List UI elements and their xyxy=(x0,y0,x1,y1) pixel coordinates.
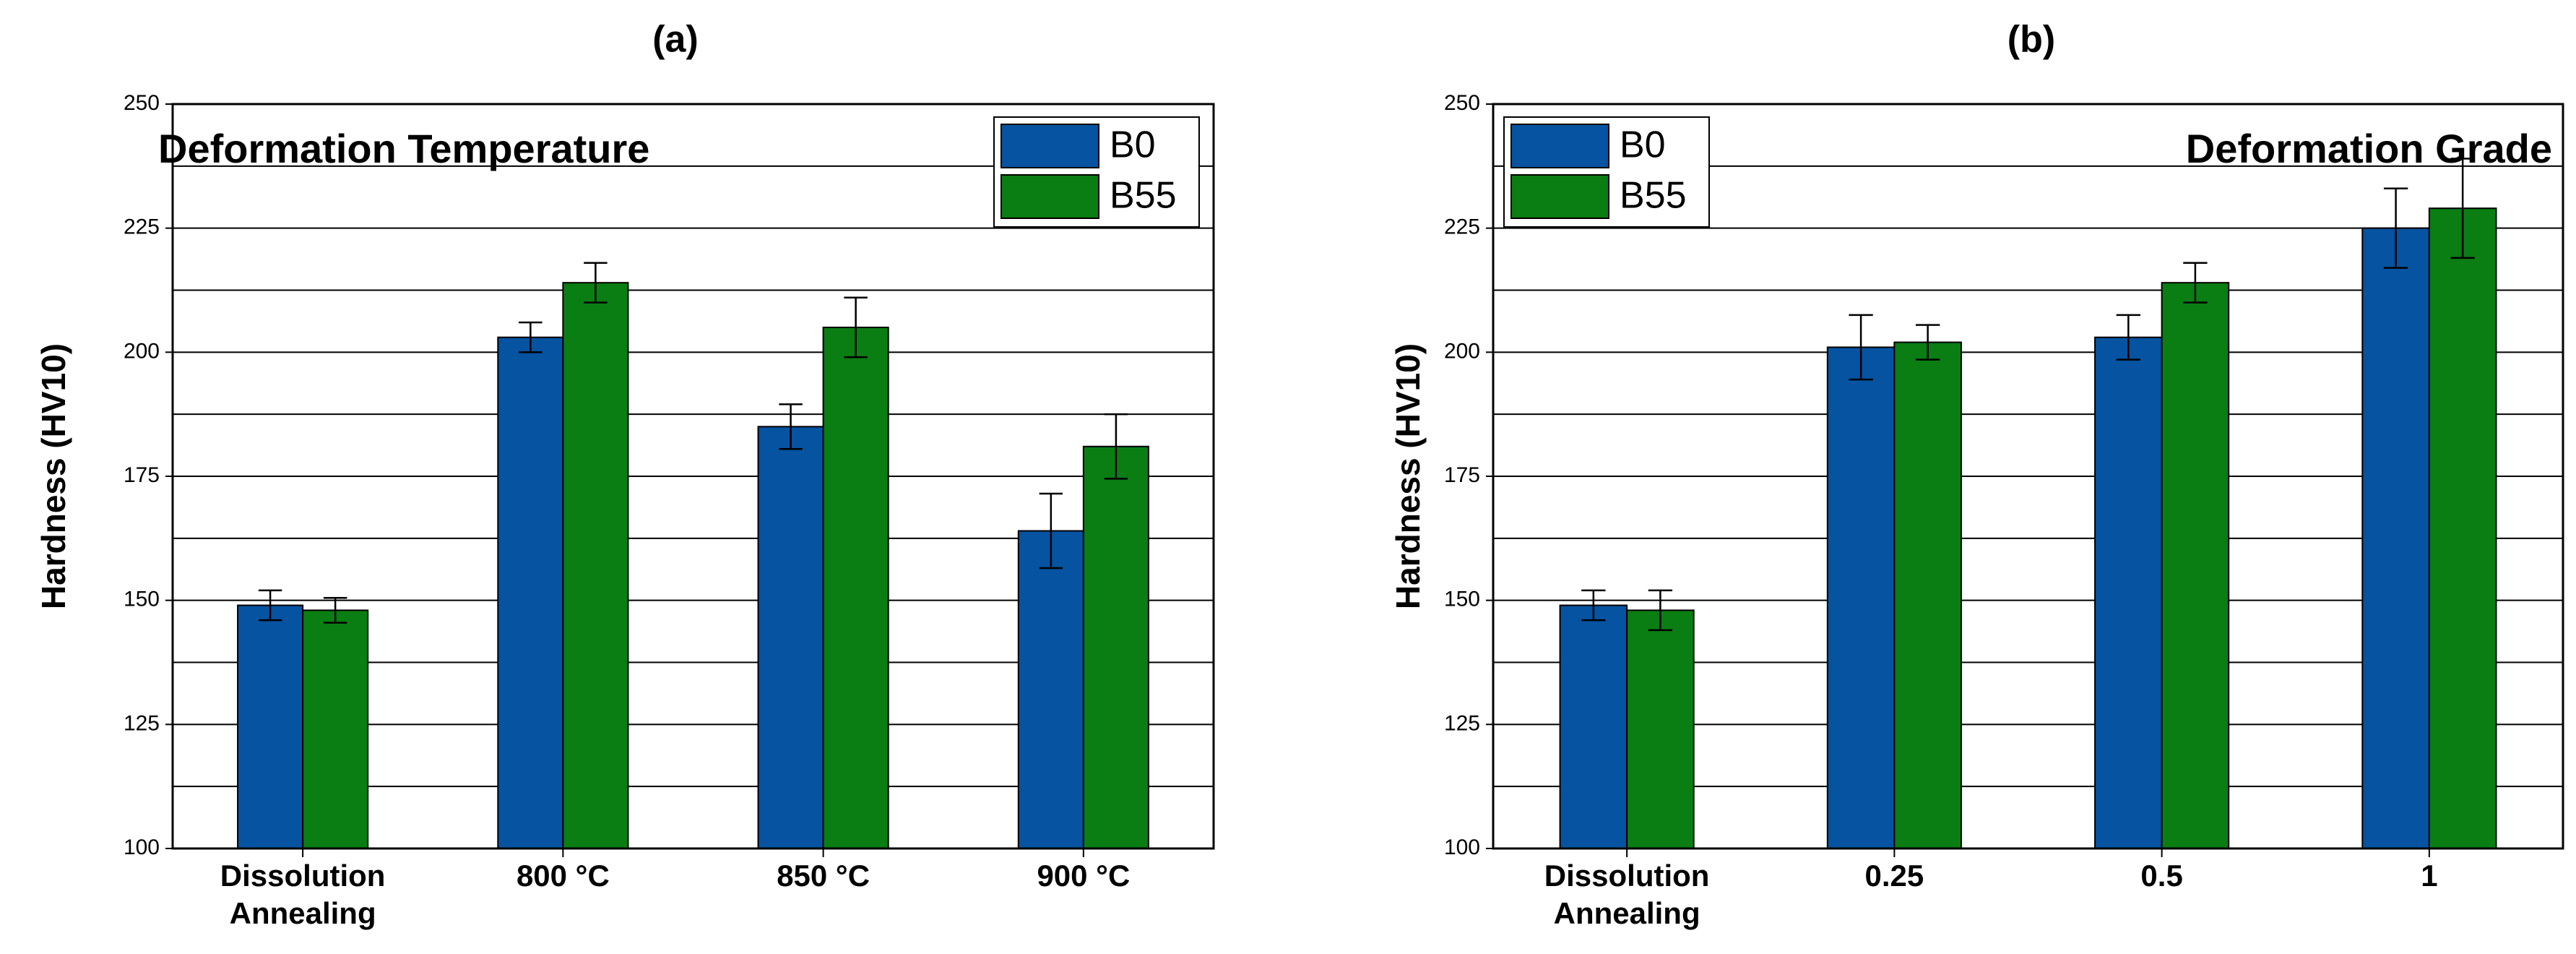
x-tick-label: 1 xyxy=(2421,859,2437,893)
x-tick-label: Dissolution Annealing xyxy=(220,859,386,930)
bar xyxy=(1017,530,1084,849)
y-tick-label: 250 xyxy=(124,91,160,115)
plot-frame xyxy=(171,103,1215,850)
y-tick-label: 225 xyxy=(124,215,160,239)
legend-swatch xyxy=(1000,174,1099,219)
legend-label: B0 xyxy=(1110,124,1156,166)
y-tick-label: 200 xyxy=(124,339,160,363)
chart-title: Deformation Grade xyxy=(2186,126,2552,171)
legend-swatch xyxy=(1510,174,1609,219)
bar xyxy=(302,609,369,850)
legend-label: B55 xyxy=(1110,175,1177,217)
y-tick-label: 100 xyxy=(1444,835,1480,859)
x-tick-label: Dissolution Annealing xyxy=(1544,859,1710,930)
x-tick-label-line: 800 °C xyxy=(517,859,610,893)
bar xyxy=(1826,346,1896,849)
x-tick-label: 0.25 xyxy=(1865,859,1924,893)
y-tick-label: 175 xyxy=(124,463,160,487)
x-tick-label: 800 °C xyxy=(517,859,610,893)
y-tick-label: 200 xyxy=(1444,339,1480,363)
bar xyxy=(2428,207,2497,849)
x-tick-label-line: Dissolution xyxy=(1544,859,1710,893)
y-tick-label: 250 xyxy=(1444,91,1480,115)
bar xyxy=(2094,336,2163,849)
x-tick-label-line: 1 xyxy=(2421,859,2437,893)
y-tick-label: 150 xyxy=(124,588,160,611)
panel-label: (b) xyxy=(2007,19,2055,61)
bar xyxy=(497,336,564,849)
y-tick-label: 225 xyxy=(1444,215,1480,239)
x-tick-label: 850 °C xyxy=(777,859,870,893)
x-tick-label-line: 850 °C xyxy=(777,859,870,893)
bar xyxy=(2361,227,2430,849)
bar xyxy=(1082,445,1149,849)
legend-swatch xyxy=(1000,124,1099,168)
bar xyxy=(757,426,824,849)
bar xyxy=(822,327,889,849)
panel-label: (a) xyxy=(652,19,699,61)
legend-label: B0 xyxy=(1620,124,1666,166)
bar xyxy=(562,282,629,849)
x-tick-label: 900 °C xyxy=(1037,859,1130,893)
x-tick-label-line: Annealing xyxy=(1554,896,1700,930)
y-tick-label: 100 xyxy=(124,835,160,859)
y-tick-label: 175 xyxy=(1444,463,1480,487)
y-tick-label: 125 xyxy=(1444,711,1480,735)
x-tick-label-line: 0.5 xyxy=(2140,859,2182,893)
x-tick-label: 0.5 xyxy=(2140,859,2182,893)
bar xyxy=(2161,282,2230,849)
legend-swatch xyxy=(1510,124,1609,168)
y-tick-label: 150 xyxy=(1444,588,1480,611)
bar xyxy=(1559,604,1628,849)
x-tick-label-line: Annealing xyxy=(230,896,376,930)
plot-frame xyxy=(1492,103,2564,850)
panel-a: (a) 100 125 150 175 200 225 250 Hardness (HV10) D… xyxy=(35,19,1215,930)
legend-label: B55 xyxy=(1620,175,1687,217)
bar xyxy=(237,604,304,849)
chart-title: Deformation Temperature xyxy=(158,126,649,171)
x-tick-label-line: 0.25 xyxy=(1865,859,1924,893)
y-axis-label: Hardness (HV10) xyxy=(35,343,72,609)
panel-b: (b) 100 125 150 175 200 225 250 Hardness (HV10) D… xyxy=(1389,19,2564,930)
y-tick-label: 125 xyxy=(124,711,160,735)
y-axis-label: Hardness (HV10) xyxy=(1389,343,1427,609)
bar xyxy=(1626,609,1695,850)
x-tick-label-line: Dissolution xyxy=(220,859,386,893)
bar xyxy=(1893,341,1962,850)
x-tick-label-line: 900 °C xyxy=(1037,859,1130,893)
